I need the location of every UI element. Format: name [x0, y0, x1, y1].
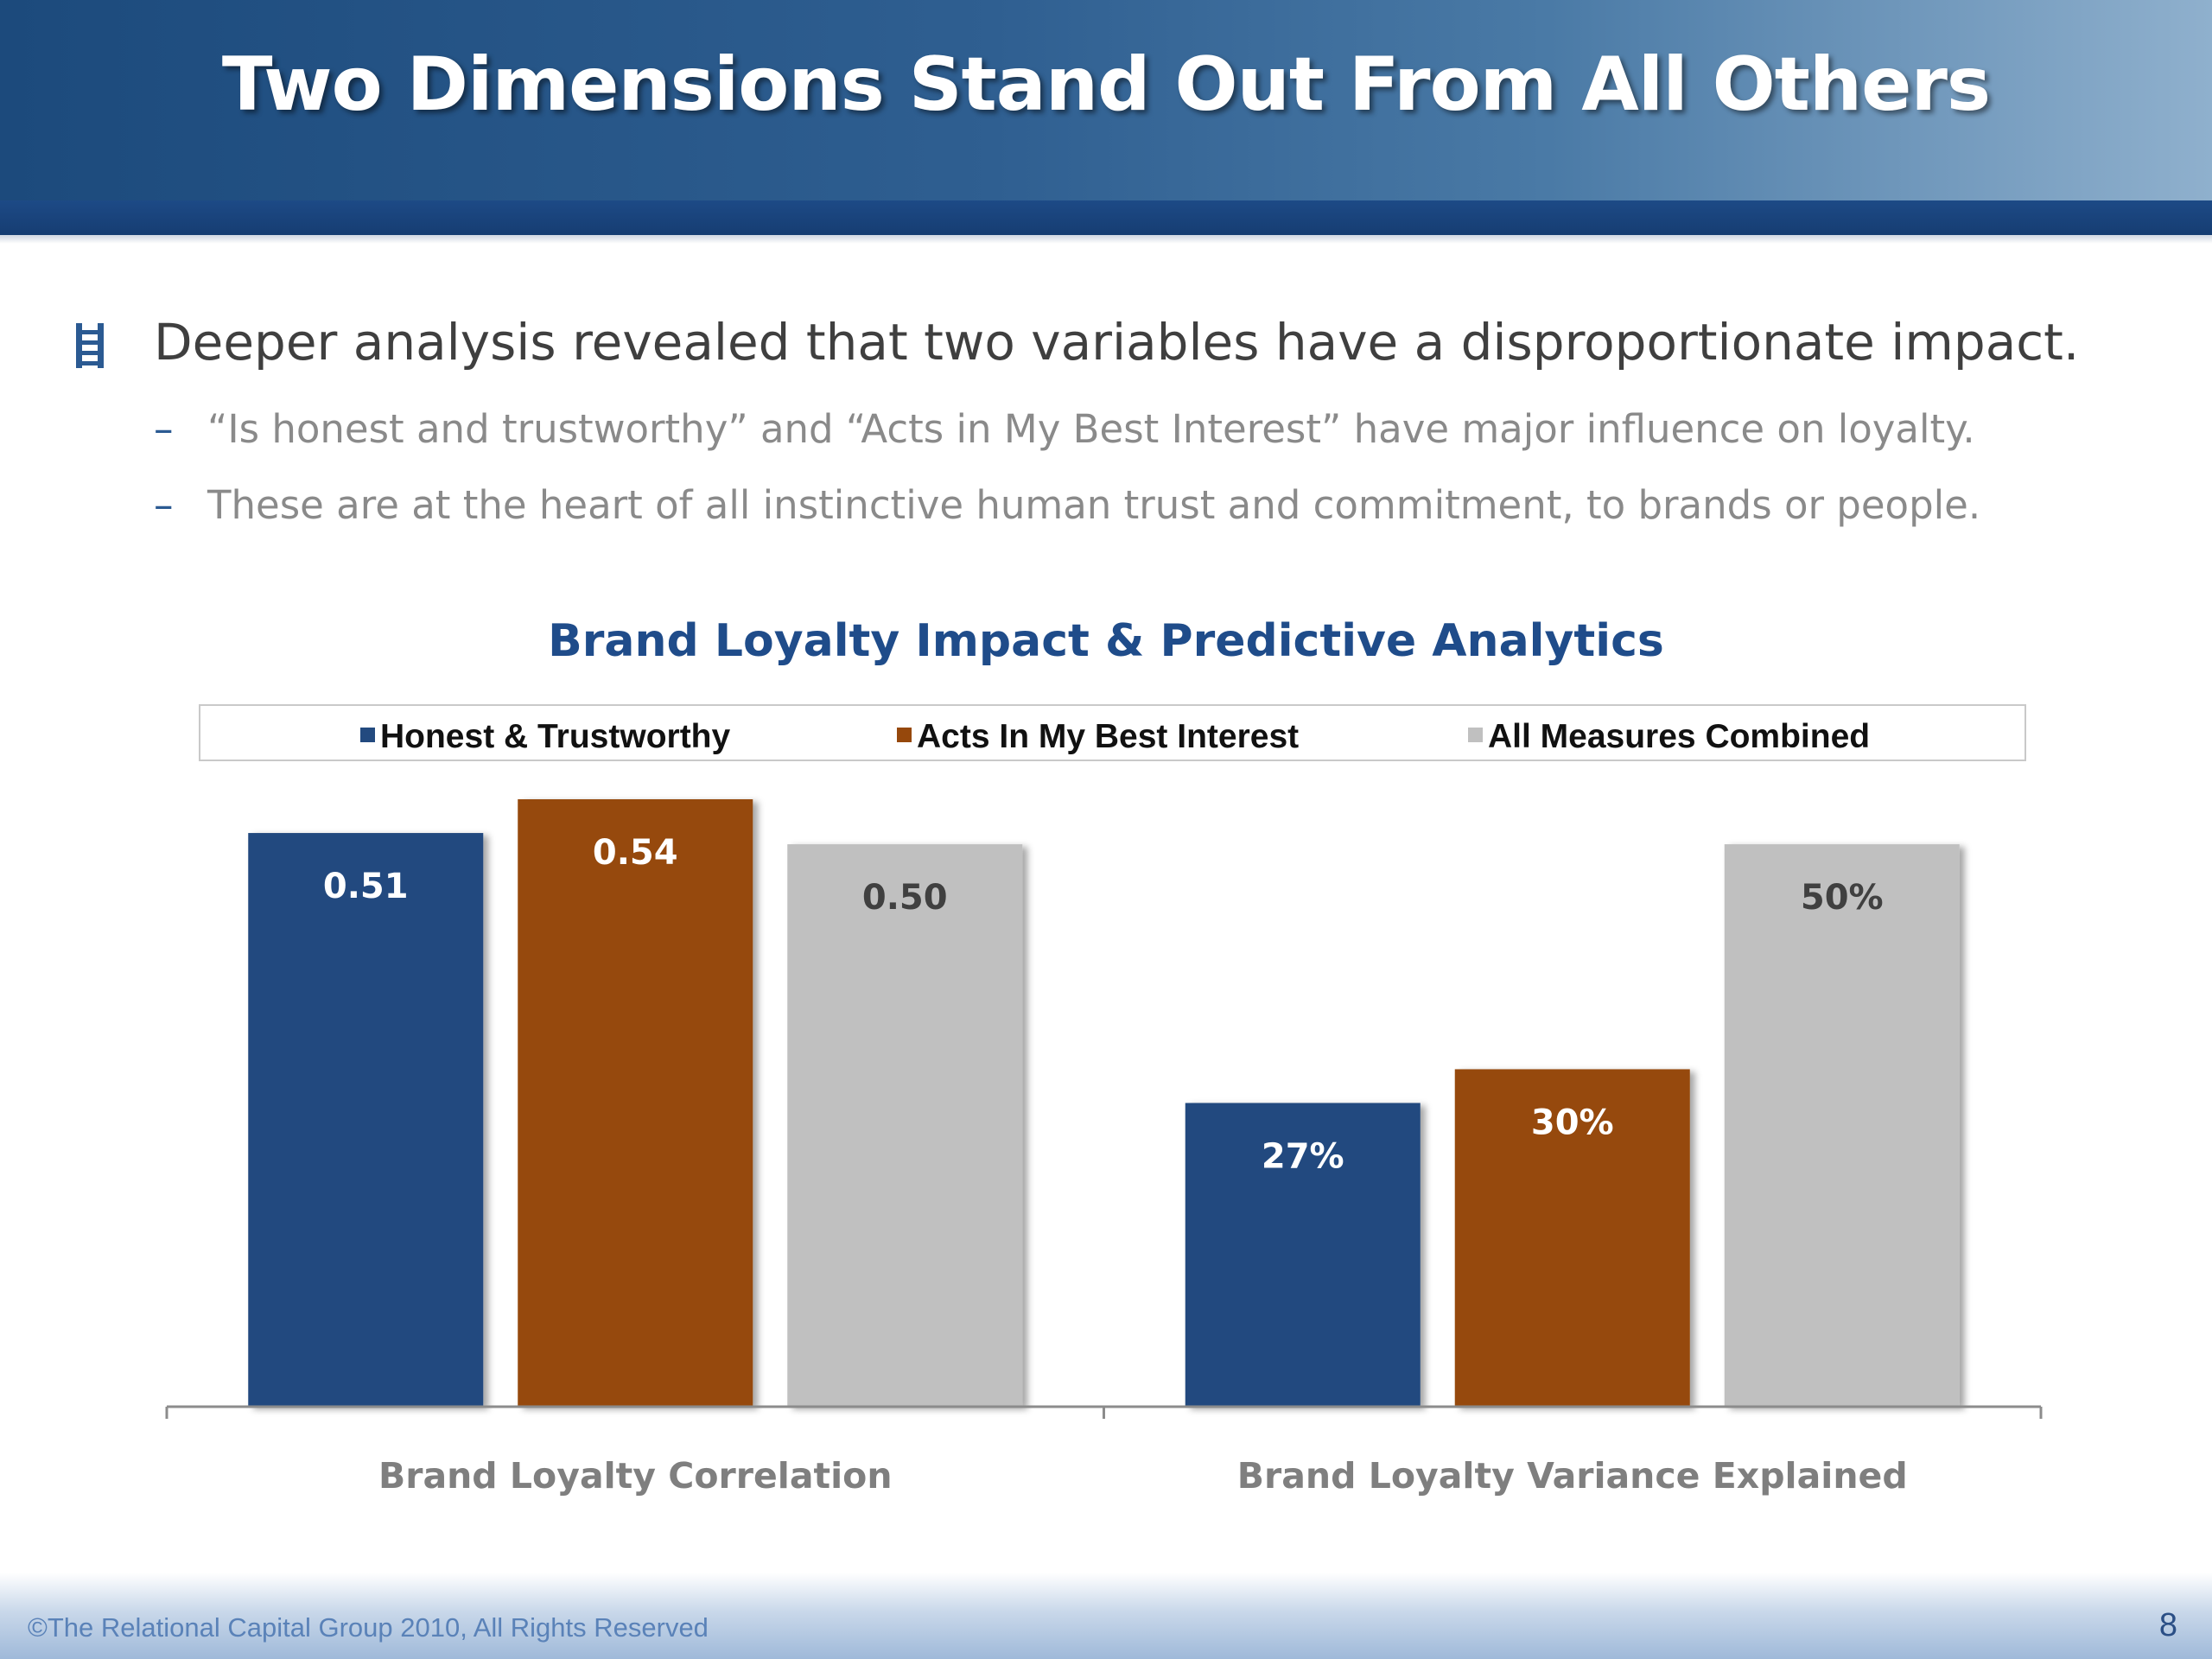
- legend-label: Acts In My Best Interest: [917, 718, 1300, 755]
- sub-bullet-1: “Is honest and trustworthy” and “Acts in…: [207, 406, 1975, 452]
- ladder-icon: [76, 323, 104, 368]
- data-label: 27%: [1262, 1137, 1344, 1177]
- bar-1-2: [1185, 1103, 1421, 1407]
- bar-3-2: [1724, 844, 1960, 1407]
- data-label: 50%: [1801, 878, 1884, 918]
- sub-bullet-dash: –: [154, 482, 174, 528]
- bar-1-1: [248, 833, 484, 1407]
- chart-title: Brand Loyalty Impact & Predictive Analyt…: [548, 615, 1664, 667]
- slide-title: Two Dimensions Stand Out From All Others: [221, 41, 1991, 128]
- bar-3-1: [787, 844, 1023, 1407]
- sub-bullet-dash: –: [154, 406, 174, 452]
- category-label: Brand Loyalty Correlation: [378, 1455, 893, 1497]
- footer-copyright: ©The Relational Capital Group 2010, All …: [28, 1612, 709, 1643]
- footer-bar: [0, 1573, 2212, 1659]
- page-number: 8: [2158, 1607, 2177, 1643]
- legend-swatch: [897, 728, 912, 742]
- bar-2-2: [1454, 1069, 1690, 1407]
- legend-item-best-interest: Acts In My Best Interest: [897, 718, 1299, 756]
- category-label: Brand Loyalty Variance Explained: [1237, 1455, 1908, 1497]
- legend-item-all-measures: All Measures Combined: [1468, 718, 1870, 756]
- title-bar: [0, 0, 2212, 200]
- sub-bullet-2: These are at the heart of all instinctiv…: [207, 482, 1981, 528]
- legend-label: Honest & Trustworthy: [380, 718, 731, 755]
- main-bullet: Deeper analysis revealed that two variab…: [154, 313, 2080, 372]
- data-label: 0.50: [862, 878, 948, 918]
- chart-legend: Honest & Trustworthy Acts In My Best Int…: [199, 704, 2026, 761]
- legend-swatch: [1468, 728, 1483, 742]
- bar-chart: 0.51 0.54 0.50 Brand Loyalty Correlation 27%…: [165, 799, 2043, 1497]
- data-label: 0.51: [323, 867, 409, 906]
- data-label: 30%: [1531, 1103, 1614, 1142]
- bar-2-1: [518, 799, 753, 1407]
- data-label: 0.54: [593, 833, 678, 873]
- legend-swatch: [360, 728, 375, 742]
- title-stripe: [0, 200, 2212, 244]
- legend-item-honest: Honest & Trustworthy: [360, 718, 730, 756]
- legend-label: All Measures Combined: [1488, 718, 1871, 755]
